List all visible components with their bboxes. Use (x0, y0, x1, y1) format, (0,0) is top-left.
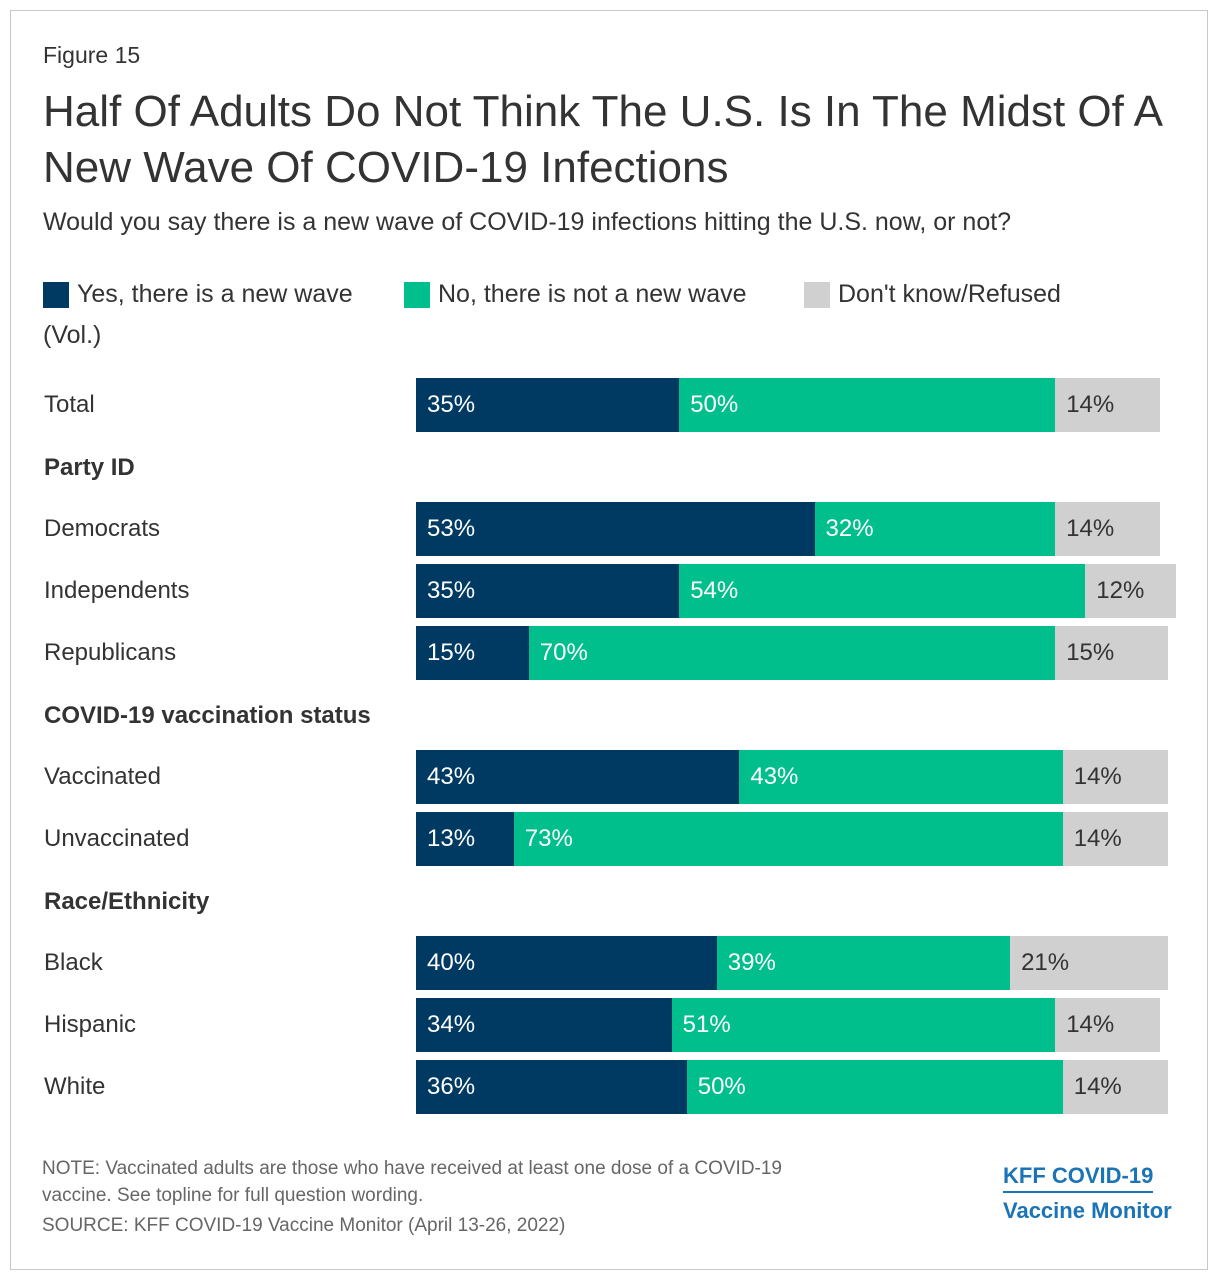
note-line-1: NOTE: Vaccinated adults are those who ha… (42, 1158, 782, 1179)
group-label-race: Race/Ethnicity (44, 888, 210, 915)
note-line-2: vaccine. See topline for full question w… (42, 1185, 424, 1206)
bar-segment-no-democrats: 32% (814, 502, 1056, 556)
bar-segment-dk-total: 14% (1055, 378, 1161, 432)
group-label-party: Party ID (44, 454, 135, 481)
source-line: SOURCE: KFF COVID-19 Vaccine Monitor (Ap… (42, 1215, 566, 1236)
bar-democrats: 53% 32% 14% (416, 502, 1161, 556)
bar-republicans: 15% 70% 15% (416, 626, 1168, 680)
legend-item-no: No, there is not a new wave (404, 280, 747, 309)
legend-label-no: No, there is not a new wave (438, 280, 747, 308)
bar-segment-dk-independents: 12% (1085, 564, 1176, 618)
bar-segment-no-independents: 54% (679, 564, 1086, 618)
bar-segment-no-total: 50% (679, 378, 1056, 432)
bar-segment-no-black: 39% (716, 936, 1011, 990)
bar-segment-yes-independents: 35% (416, 564, 680, 618)
row-label-white: White (44, 1073, 106, 1100)
bar-segment-yes-white: 36% (416, 1060, 687, 1114)
bar-hispanic: 34% 51% 14% (416, 998, 1161, 1052)
legend-label-dk-continued: (Vol.) (43, 321, 102, 349)
group-label-vaccination: COVID-19 vaccination status (44, 702, 371, 729)
bar-segment-no-unvaccinated: 73% (513, 812, 1063, 866)
bar-segment-dk-white: 14% (1062, 1060, 1168, 1114)
row-label-black: Black (44, 949, 103, 976)
bar-segment-yes-total: 35% (416, 378, 680, 432)
legend-swatch-yes (43, 281, 69, 308)
bar-segment-dk-republicans: 15% (1055, 626, 1168, 680)
bar-segment-dk-hispanic: 14% (1055, 998, 1161, 1052)
figure-frame (10, 10, 1208, 1270)
legend-item-yes: Yes, there is a new wave (43, 280, 353, 309)
bar-segment-no-hispanic: 51% (671, 998, 1056, 1052)
legend-label-dk: Don't know/Refused (838, 280, 1061, 308)
bar-segment-yes-democrats: 53% (416, 502, 815, 556)
bar-unvaccinated: 13% 73% 14% (416, 812, 1168, 866)
bar-black: 40% 39% 21% (416, 936, 1168, 990)
bar-segment-no-white: 50% (686, 1060, 1063, 1114)
row-label-vaccinated: Vaccinated (44, 763, 161, 790)
brand-logo-line-2: Vaccine Monitor (1003, 1198, 1172, 1223)
bar-segment-yes-republicans: 15% (416, 626, 529, 680)
bar-white: 36% 50% 14% (416, 1060, 1168, 1114)
legend-swatch-no (404, 281, 430, 308)
figure-label: Figure 15 (43, 42, 141, 68)
bar-vaccinated: 43% 43% 14% (416, 750, 1168, 804)
bar-total: 35% 50% 14% (416, 378, 1161, 432)
bar-segment-no-vaccinated: 43% (739, 750, 1063, 804)
bar-segment-dk-unvaccinated: 14% (1062, 812, 1168, 866)
bar-segment-dk-black: 21% (1010, 936, 1168, 990)
row-label-hispanic: Hispanic (44, 1011, 137, 1038)
row-label-unvaccinated: Unvaccinated (44, 825, 190, 852)
row-label-independents: Independents (44, 577, 190, 604)
bar-segment-dk-vaccinated: 14% (1062, 750, 1168, 804)
brand-logo-line-1: KFF COVID-19 (1003, 1163, 1154, 1193)
row-label-total: Total (44, 391, 95, 418)
chart-subtitle: Would you say there is a new wave of COV… (43, 208, 1012, 236)
legend-label-yes: Yes, there is a new wave (77, 280, 353, 308)
row-label-republicans: Republicans (44, 639, 177, 666)
chart-title: Half Of Adults Do Not Think The U.S. Is … (43, 87, 1161, 192)
legend-swatch-dk (804, 281, 830, 308)
bar-segment-no-republicans: 70% (528, 626, 1056, 680)
bar-segment-dk-democrats: 14% (1055, 502, 1161, 556)
bar-segment-yes-unvaccinated: 13% (416, 812, 514, 866)
bar-independents: 35% 54% 12% (416, 564, 1176, 618)
row-label-democrats: Democrats (44, 515, 161, 542)
bar-segment-yes-hispanic: 34% (416, 998, 672, 1052)
legend-item-dk: Don't know/Refused (804, 280, 1061, 309)
bar-segment-yes-vaccinated: 43% (416, 750, 740, 804)
bar-segment-yes-black: 40% (416, 936, 717, 990)
